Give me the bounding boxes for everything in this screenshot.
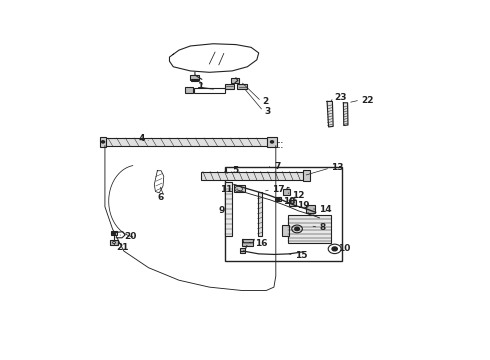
Text: 15: 15	[295, 251, 307, 260]
Bar	[283, 189, 290, 195]
Text: 5: 5	[232, 166, 239, 175]
Text: 11: 11	[220, 185, 233, 194]
Text: 22: 22	[361, 95, 374, 104]
Text: 14: 14	[319, 205, 332, 214]
Circle shape	[332, 247, 337, 251]
Circle shape	[112, 232, 115, 234]
Text: 6: 6	[157, 193, 164, 202]
Text: 17: 17	[272, 185, 285, 194]
Bar	[268, 137, 276, 147]
Text: 19: 19	[297, 201, 310, 210]
Bar	[110, 240, 118, 245]
Text: 20: 20	[124, 232, 136, 241]
Text: 10: 10	[339, 244, 351, 253]
Circle shape	[101, 141, 104, 143]
Bar	[105, 138, 268, 146]
Text: 23: 23	[335, 93, 347, 102]
Bar	[234, 185, 245, 192]
Bar	[191, 79, 198, 81]
Bar	[282, 225, 289, 236]
Bar	[288, 215, 331, 243]
Text: 13: 13	[331, 163, 343, 172]
Text: 18: 18	[283, 197, 295, 206]
Bar	[303, 170, 310, 181]
Bar	[225, 182, 232, 236]
Circle shape	[276, 198, 280, 201]
Text: 1: 1	[197, 82, 204, 91]
Text: 3: 3	[265, 107, 270, 116]
Text: 16: 16	[255, 239, 268, 248]
Bar	[185, 87, 193, 93]
Text: 2: 2	[263, 97, 269, 106]
Bar	[225, 84, 234, 89]
Polygon shape	[327, 102, 333, 127]
Bar	[238, 84, 247, 90]
Bar	[224, 167, 342, 261]
Bar	[289, 201, 296, 206]
Bar	[190, 75, 199, 80]
Bar	[194, 87, 224, 93]
Circle shape	[270, 141, 273, 143]
Bar	[306, 204, 315, 213]
Bar	[224, 172, 228, 176]
Text: 4: 4	[138, 134, 145, 143]
Bar	[258, 192, 262, 236]
Polygon shape	[343, 103, 348, 126]
Circle shape	[295, 227, 299, 231]
Text: 21: 21	[116, 243, 129, 252]
Text: 12: 12	[292, 191, 304, 200]
Bar	[241, 248, 245, 253]
Text: 7: 7	[274, 162, 280, 171]
Bar	[100, 136, 106, 147]
Bar	[111, 231, 117, 235]
Bar	[242, 239, 253, 246]
Text: 8: 8	[319, 223, 326, 232]
Bar	[201, 172, 303, 180]
Bar	[231, 78, 239, 82]
Text: 9: 9	[218, 206, 224, 215]
Bar	[275, 197, 281, 201]
